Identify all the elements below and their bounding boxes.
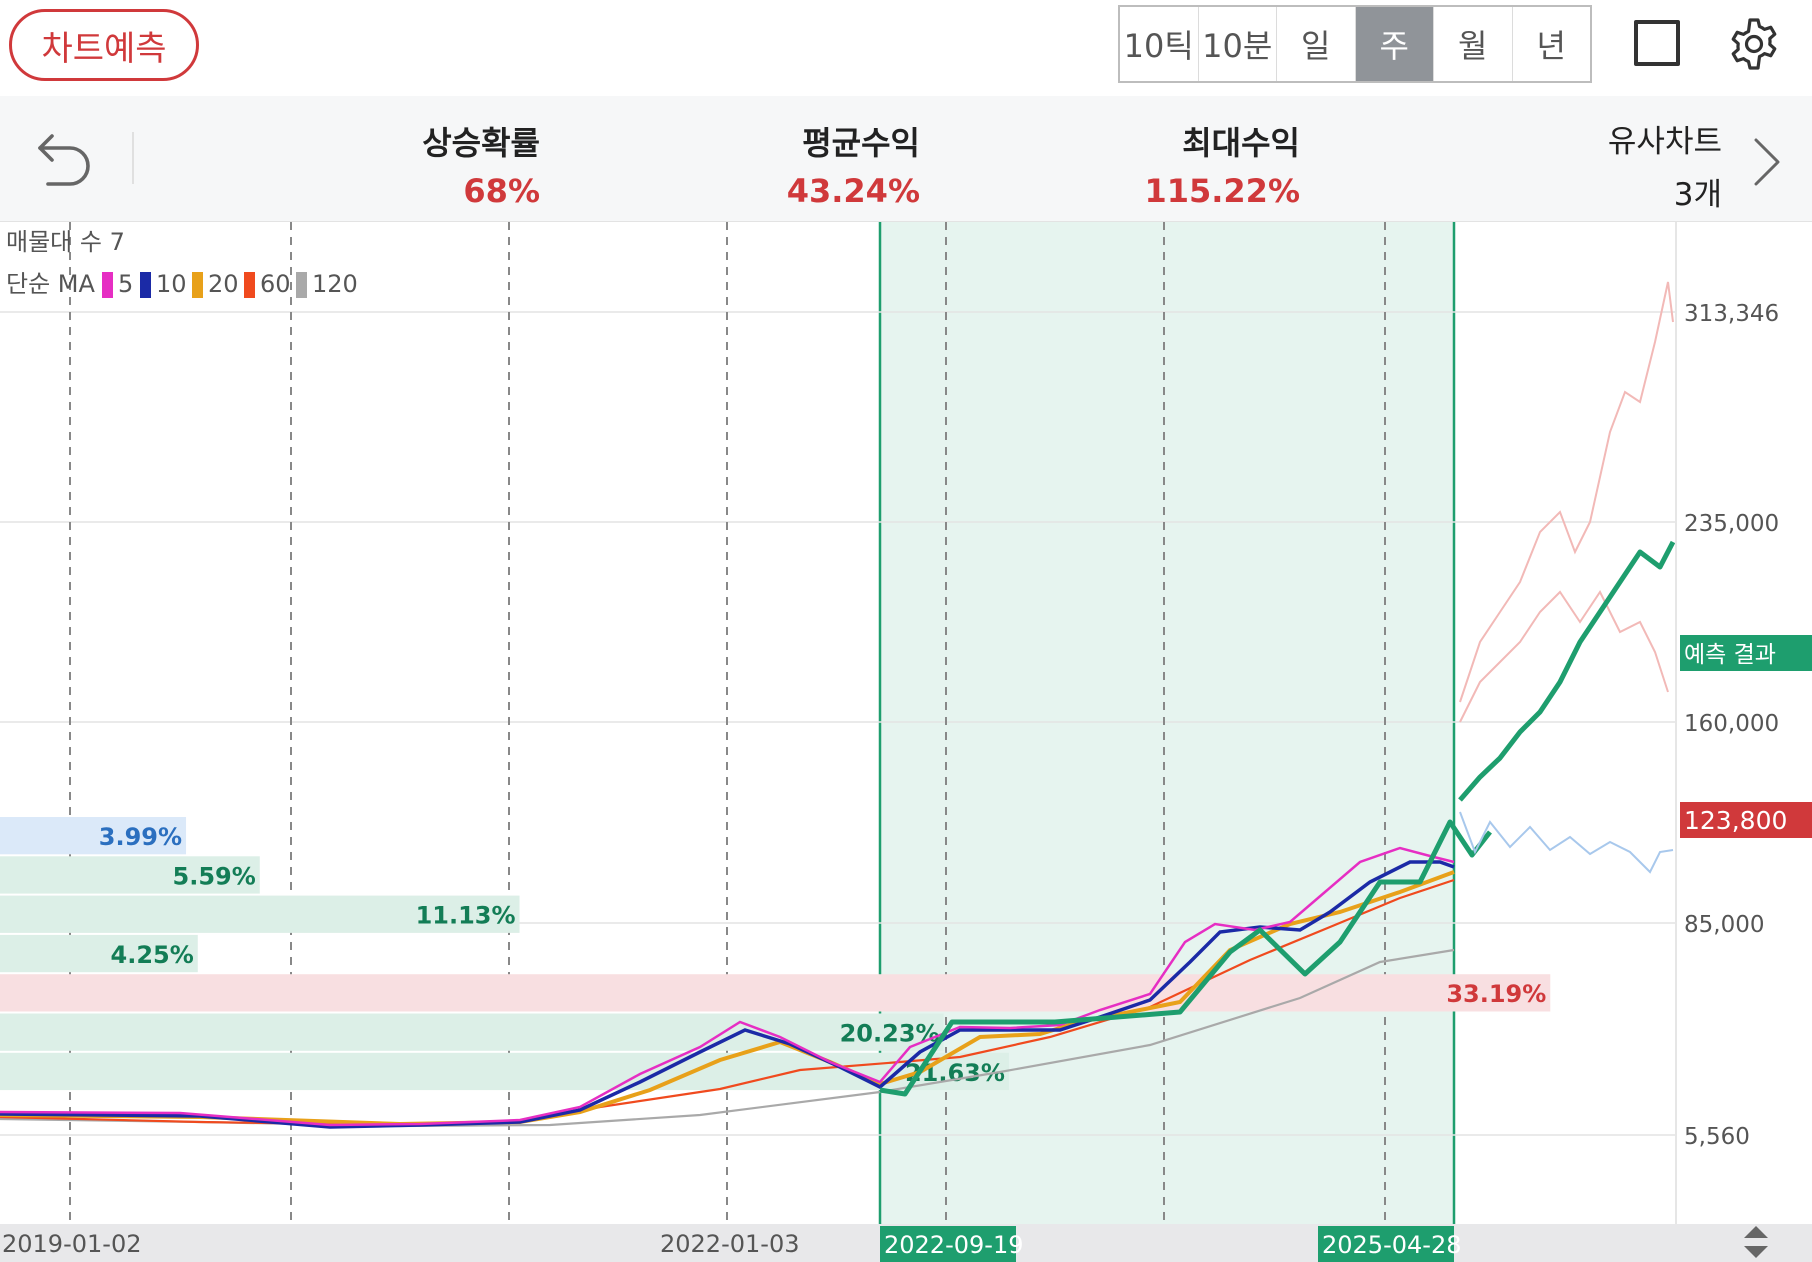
similar-charts-stat[interactable]: 유사차트 3개 (1608, 116, 1722, 214)
volume-bar-1 (0, 856, 260, 894)
ma-legend-label-1: 10 (156, 270, 187, 298)
volume-bar-label-3: 4.25% (111, 941, 194, 969)
x-axis: 2019-01-02 2022-01-03 2022-09-19 2025-04-28 (2, 1226, 1461, 1262)
ma-legend-label-4: 120 (312, 270, 358, 298)
prediction-result-tag (1680, 635, 1812, 671)
prediction-result-label: 예측 결과 (1684, 642, 1776, 668)
stats-divider (132, 132, 134, 184)
max-return-value: 115.22% (1144, 172, 1300, 210)
volume-bar-label-2: 11.13% (416, 902, 516, 930)
horizontal-gridlines (0, 311, 1676, 1136)
fullscreen-square-icon[interactable] (1634, 20, 1680, 66)
similar-chart-line-3 (1459, 811, 1674, 874)
ma-legend-swatch-4 (296, 272, 307, 298)
rise-probability-value: 68% (463, 172, 540, 210)
ma-legend-label-2: 20 (208, 270, 239, 298)
volume-bar-0 (0, 817, 187, 855)
volume-bar-label-5: 20.23% (840, 1020, 940, 1048)
ma-legend-swatch-1 (140, 272, 151, 298)
x-tick-label-1: 2022-01-03 (660, 1230, 799, 1258)
volume-profile-count-label: 매물대 수 7 (6, 228, 125, 256)
price-chart[interactable]: 3.99% 5.59% 11.13% 4.25% 33.19% 20.23% 21.63% … (0, 222, 1812, 1262)
period-tab-0[interactable]: 10틱 (1120, 7, 1199, 81)
vertical-gridlines (69, 222, 1386, 1224)
similar-chart-line-2 (1459, 590, 1669, 723)
average-return-stat: 평균수익 43.24% (780, 118, 920, 210)
ma-legend-label-0: 5 (118, 270, 133, 298)
y-axis: 313,346 235,000 160,000 85,000 5,560 (1684, 301, 1779, 1150)
rise-probability-label: 상승확률 (422, 124, 540, 162)
ma-10-line (0, 860, 1455, 1129)
x-tick-label-0: 2019-01-02 (2, 1230, 141, 1258)
similar-charts-label: 유사차트 (1607, 124, 1722, 160)
max-return-label: 최대수익 (1182, 124, 1300, 162)
volume-bar-5 (0, 1013, 944, 1051)
volume-bar-label-1: 5.59% (173, 862, 256, 890)
y-tick-label-0: 313,346 (1684, 301, 1779, 327)
period-tab-3[interactable]: 주 (1355, 7, 1434, 81)
ma-legend-label-3: 60 (260, 270, 291, 298)
period-selector: 10틱 10분 일 주 월 년 (1118, 5, 1592, 83)
max-return-stat: 최대수익 115.22% (1140, 118, 1300, 210)
ma-legend-swatch-2 (192, 272, 203, 298)
chevron-right-icon[interactable] (1752, 136, 1782, 188)
ma-legend-swatch-3 (244, 272, 255, 298)
y-tick-label-2: 160,000 (1684, 711, 1779, 737)
highlight-start-tag (880, 1226, 1016, 1262)
y-tick-label-4: 5,560 (1684, 1124, 1750, 1150)
undo-icon[interactable] (36, 126, 94, 186)
period-tab-4[interactable]: 월 (1434, 7, 1513, 81)
top-bar: 차트예측 10틱 10분 일 주 월 년 (0, 0, 1812, 96)
volume-bar-3 (0, 934, 198, 973)
stats-bar: 상승확률 68% 평균수익 43.24% 최대수익 115.22% 유사차트 3… (0, 96, 1812, 222)
y-tick-label-1: 235,000 (1684, 511, 1779, 537)
similar-charts-count: 3개 (1673, 177, 1722, 213)
ma-5-line (0, 846, 1455, 1127)
ma-legend: 매물대 수 7 단순 MA 5 10 20 60 120 (6, 228, 358, 298)
chart-canvas[interactable]: 3.99%5.59%11.13%4.25%33.19%20.23%21.63% … (0, 222, 1812, 1262)
axis-scroll-icon[interactable] (1744, 1226, 1768, 1258)
period-tab-5[interactable]: 년 (1536, 27, 1566, 65)
volume-bar-2 (0, 895, 520, 933)
current-price-tag (1680, 802, 1812, 838)
volume-bar-6 (0, 1052, 1009, 1091)
ma-legend-swatch-0 (102, 272, 113, 298)
y-tick-label-3: 85,000 (1684, 912, 1764, 938)
highlight-start-label: 2022-09-19 (884, 1231, 1023, 1259)
volume-bar-4 (0, 974, 1551, 1012)
gear-icon[interactable] (1726, 16, 1782, 72)
average-return-label: 평균수익 (802, 124, 920, 162)
average-return-value: 43.24% (786, 172, 920, 210)
volume-profile: 3.99%5.59%11.13%4.25%33.19%20.23%21.63% (0, 817, 1551, 1091)
chart-predict-button[interactable]: 차트예측 (9, 9, 199, 81)
period-tab-1[interactable]: 10분 (1199, 7, 1277, 81)
volume-bar-label-4: 33.19% (1446, 980, 1546, 1008)
highlight-end-tag (1318, 1226, 1454, 1262)
analog-pattern-line (879, 819, 1492, 1097)
current-price-label: 123,800 (1684, 806, 1787, 835)
period-tab-2[interactable]: 일 (1277, 7, 1356, 81)
prediction-result-line (1458, 540, 1676, 802)
highlight-end-label: 2025-04-28 (1322, 1231, 1461, 1259)
volume-bar-label-0: 3.99% (99, 823, 182, 851)
rise-probability-stat: 상승확률 68% (420, 118, 540, 210)
similar-chart-line-1 (1459, 281, 1674, 703)
ma-legend-title: 단순 MA (6, 270, 95, 298)
